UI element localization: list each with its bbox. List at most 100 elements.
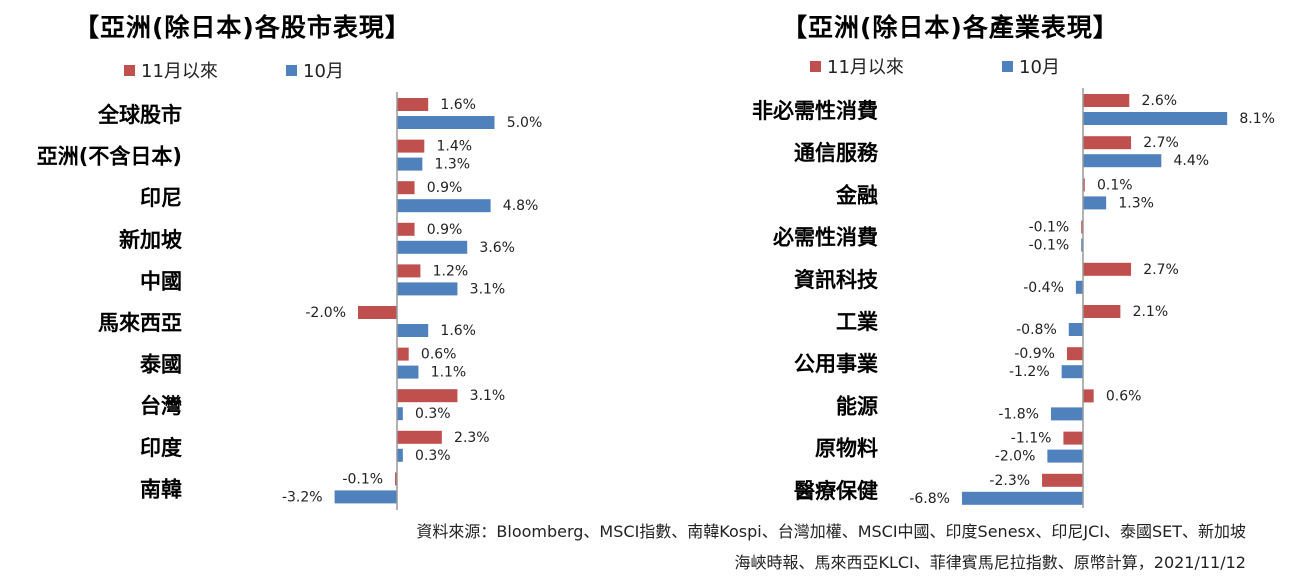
legend-nov-label: 11月以來: [827, 57, 904, 78]
nov-bar: [397, 181, 415, 195]
category-label: 醫療保健: [794, 479, 878, 503]
oct-bar: [397, 116, 495, 129]
category-label: 台灣: [140, 394, 182, 418]
legend-oct-swatch: [1002, 60, 1013, 72]
category-label: 能源: [836, 394, 878, 418]
nov-bar: [397, 264, 421, 278]
oct-bar: [397, 157, 423, 171]
data-label: 0.1%: [1097, 177, 1133, 193]
nov-bar: [1083, 389, 1094, 403]
category-label: 資訊科技: [794, 268, 879, 292]
legend-oct-label: 10月: [1019, 57, 1060, 78]
data-label: -0.1%: [342, 471, 383, 487]
source-note-line1: 資料來源：Bloomberg、MSCI指數、南韓Kospi、台灣加權、MSCI中…: [416, 522, 1246, 541]
data-label: -0.9%: [1014, 346, 1055, 362]
category-label: 非必需性消費: [752, 99, 878, 123]
data-label: -3.2%: [282, 489, 323, 505]
nov-bar: [1042, 473, 1083, 487]
data-label: -2.0%: [995, 449, 1036, 465]
oct-bar: [397, 240, 468, 254]
data-label: 0.3%: [415, 448, 451, 464]
oct-bar: [1083, 154, 1162, 168]
legend-oct-markets: 10月: [286, 57, 344, 83]
data-label: 1.6%: [440, 323, 476, 339]
data-label: 2.6%: [1141, 93, 1177, 109]
legend-nov-label: 11月以來: [141, 61, 218, 82]
data-label: 1.4%: [437, 139, 473, 155]
data-label: 1.6%: [440, 97, 476, 113]
category-label: 中國: [140, 269, 182, 293]
category-label: 必需性消費: [773, 226, 878, 250]
legend-nov-swatch: [124, 64, 135, 76]
oct-bar: [334, 490, 397, 504]
nov-bar: [1083, 305, 1121, 318]
legend-oct-sectors: 10月: [1002, 53, 1060, 79]
oct-bar: [1083, 112, 1228, 125]
data-label: 3.6%: [479, 240, 515, 256]
category-label: 工業: [836, 310, 879, 334]
data-label: 8.1%: [1239, 111, 1275, 127]
nov-bar: [1066, 347, 1083, 361]
oct-bar: [1081, 238, 1083, 252]
category-label: 泰國: [139, 353, 182, 377]
oct-bar: [1047, 449, 1083, 463]
legend-nov-swatch: [810, 60, 821, 72]
oct-bar: [1075, 280, 1083, 294]
oct-bar: [961, 491, 1083, 505]
data-label: -2.3%: [989, 473, 1030, 489]
oct-bar: [1050, 407, 1083, 421]
data-label: -2.0%: [305, 305, 346, 321]
oct-bar: [1061, 365, 1083, 379]
data-label: 4.8%: [503, 198, 539, 214]
data-label: -0.8%: [1016, 322, 1057, 338]
category-label: 通信服務: [794, 141, 879, 165]
data-label: 1.3%: [435, 157, 471, 173]
category-label: 公用事業: [794, 352, 879, 376]
nov-bar: [1063, 431, 1083, 445]
oct-bar: [1083, 196, 1107, 210]
data-label: -1.2%: [1009, 364, 1050, 380]
legend-oct-swatch: [286, 64, 297, 76]
data-label: 3.1%: [470, 281, 506, 297]
data-label: 1.3%: [1118, 195, 1154, 211]
data-label: 0.6%: [1106, 388, 1142, 404]
source-note-line2: 海峽時報、馬來西亞KLCI、菲律賓馬尼拉指數、原幣計算，2021/11/12: [734, 553, 1246, 572]
nov-bar: [397, 139, 425, 153]
nov-bar: [1081, 220, 1083, 234]
data-label: 5.0%: [507, 115, 543, 131]
nov-bar: [1083, 262, 1132, 276]
legend-oct-label: 10月: [303, 61, 344, 82]
category-label: 金融: [835, 183, 878, 207]
data-label: 0.9%: [427, 222, 463, 238]
data-label: 2.3%: [454, 430, 490, 446]
category-label: 原物料: [815, 437, 878, 461]
data-label: -6.8%: [909, 491, 950, 507]
data-label: 0.3%: [415, 406, 451, 422]
data-label: -1.1%: [1011, 431, 1052, 447]
oct-bar: [397, 448, 403, 462]
category-label: 馬來西亞: [98, 311, 182, 335]
data-label: -0.4%: [1023, 280, 1064, 296]
legend-nov-sectors: 11月以來: [810, 53, 904, 79]
nov-bar: [1083, 94, 1130, 107]
data-label: 1.2%: [433, 263, 469, 279]
oct-bar: [397, 282, 458, 296]
chart-title-sectors: 【亞洲(除日本)各產業表現】: [782, 13, 1119, 42]
nov-bar: [1083, 136, 1132, 150]
data-label: 4.4%: [1174, 153, 1210, 169]
oct-bar: [397, 365, 419, 379]
oct-bar: [397, 199, 491, 213]
nov-bar: [397, 347, 409, 361]
category-label: 印度: [140, 436, 182, 460]
nov-bar: [397, 222, 415, 236]
chart-title-markets: 【亞洲(除日本)各股市表現】: [74, 13, 411, 42]
data-label: 3.1%: [470, 388, 506, 404]
oct-bar: [397, 324, 429, 337]
category-label: 全球股市: [97, 103, 182, 127]
category-label: 南韓: [140, 477, 182, 501]
data-label: 0.6%: [421, 347, 457, 363]
data-label: 0.9%: [427, 180, 463, 196]
category-label: 新加坡: [119, 228, 182, 252]
nov-bar: [1083, 178, 1085, 192]
